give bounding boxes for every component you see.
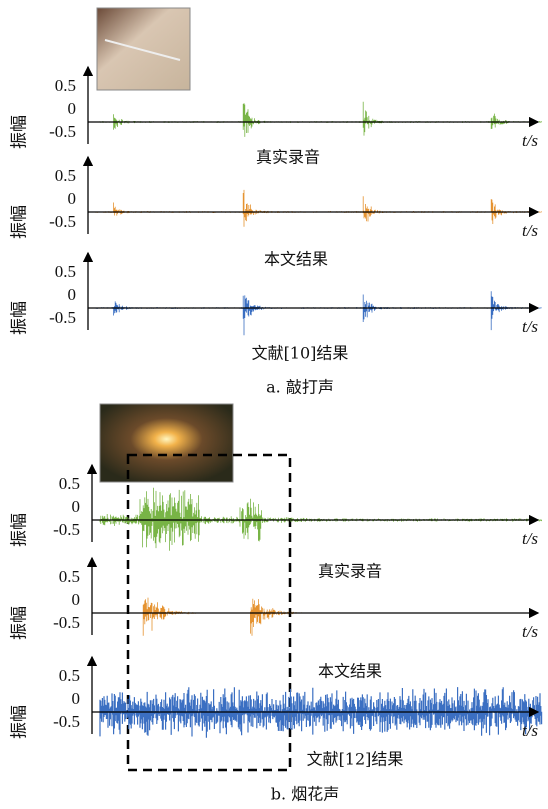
y-tick-label: 0.5 (55, 262, 76, 281)
waveform (96, 102, 542, 137)
plot-caption: 文献[12]结果 (307, 750, 404, 769)
y-axis-label: 振幅 (10, 115, 30, 149)
plot-caption: 本文结果 (318, 662, 382, 681)
y-tick-label: -0.5 (49, 308, 76, 327)
photo-knock (97, 8, 190, 90)
x-axis-label: t/s (522, 529, 538, 548)
y-tick-label: 0.5 (59, 474, 80, 493)
y-tick-label: 0.5 (59, 567, 80, 586)
y-tick-label: 0.5 (59, 666, 80, 685)
y-tick-label: -0.5 (49, 122, 76, 141)
y-axis-label: 振幅 (10, 301, 30, 335)
y-tick-label: -0.5 (49, 212, 76, 231)
y-tick-label: 0 (68, 285, 77, 304)
waveform (100, 598, 542, 636)
x-axis-label: t/s (522, 622, 538, 641)
y-axis-label: 振幅 (10, 705, 30, 739)
y-tick-label: 0 (72, 497, 81, 516)
photo-firework (100, 404, 233, 482)
y-tick-label: 0 (68, 99, 77, 118)
y-tick-label: -0.5 (53, 520, 80, 539)
plot-caption: 真实录音 (256, 148, 320, 167)
y-tick-label: -0.5 (53, 712, 80, 731)
y-axis-label: 振幅 (10, 606, 30, 640)
plot-caption: 文献[10]结果 (252, 344, 349, 363)
x-axis-label: t/s (522, 317, 538, 336)
y-tick-label: 0 (68, 189, 77, 208)
figure: 0.5 0 -0.5 振幅 t/s 真实录音 0.5 0 -0.5 振幅 t/s 本文结果 0.5 0 -0… (0, 0, 548, 809)
x-axis-label: t/s (522, 131, 538, 150)
waveform (100, 488, 542, 551)
y-tick-label: 0 (72, 590, 81, 609)
y-axis-label: 振幅 (10, 513, 30, 547)
y-tick-label: -0.5 (53, 613, 80, 632)
y-tick-label: 0.5 (55, 166, 76, 185)
y-tick-label: 0.5 (55, 76, 76, 95)
waveform (96, 291, 542, 335)
panel-caption: b. 烟花声 (271, 785, 339, 804)
y-tick-label: 0 (72, 689, 81, 708)
waveform (96, 190, 542, 227)
x-axis-label: t/s (522, 721, 538, 740)
y-axis-label: 振幅 (10, 205, 30, 239)
plot-caption: 真实录音 (318, 562, 382, 581)
x-axis-label: t/s (522, 221, 538, 240)
panel-caption: a. 敲打声 (266, 378, 334, 397)
plot-caption: 本文结果 (264, 250, 328, 269)
